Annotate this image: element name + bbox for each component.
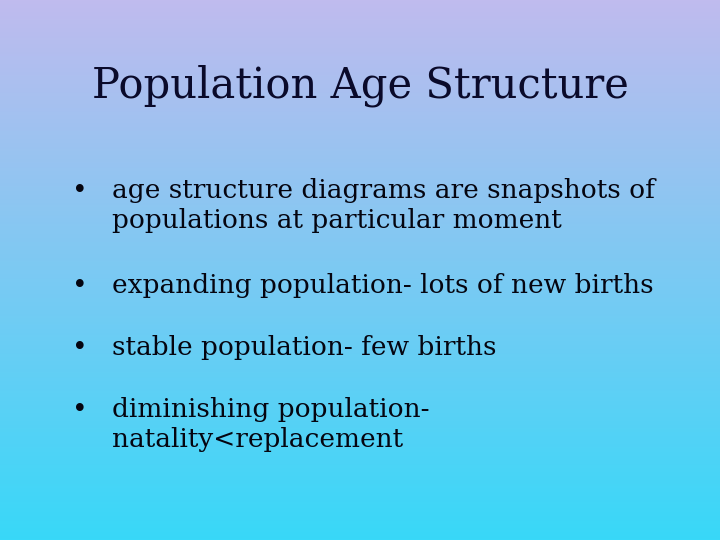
Text: •: • — [72, 335, 88, 360]
Text: stable population- few births: stable population- few births — [112, 335, 496, 360]
Text: Population Age Structure: Population Age Structure — [91, 65, 629, 107]
Text: •: • — [72, 397, 88, 422]
Text: diminishing population-
natality<replacement: diminishing population- natality<replace… — [112, 397, 429, 452]
Text: •: • — [72, 178, 88, 203]
Text: expanding population- lots of new births: expanding population- lots of new births — [112, 273, 653, 298]
Text: •: • — [72, 273, 88, 298]
Text: age structure diagrams are snapshots of
populations at particular moment: age structure diagrams are snapshots of … — [112, 178, 654, 233]
